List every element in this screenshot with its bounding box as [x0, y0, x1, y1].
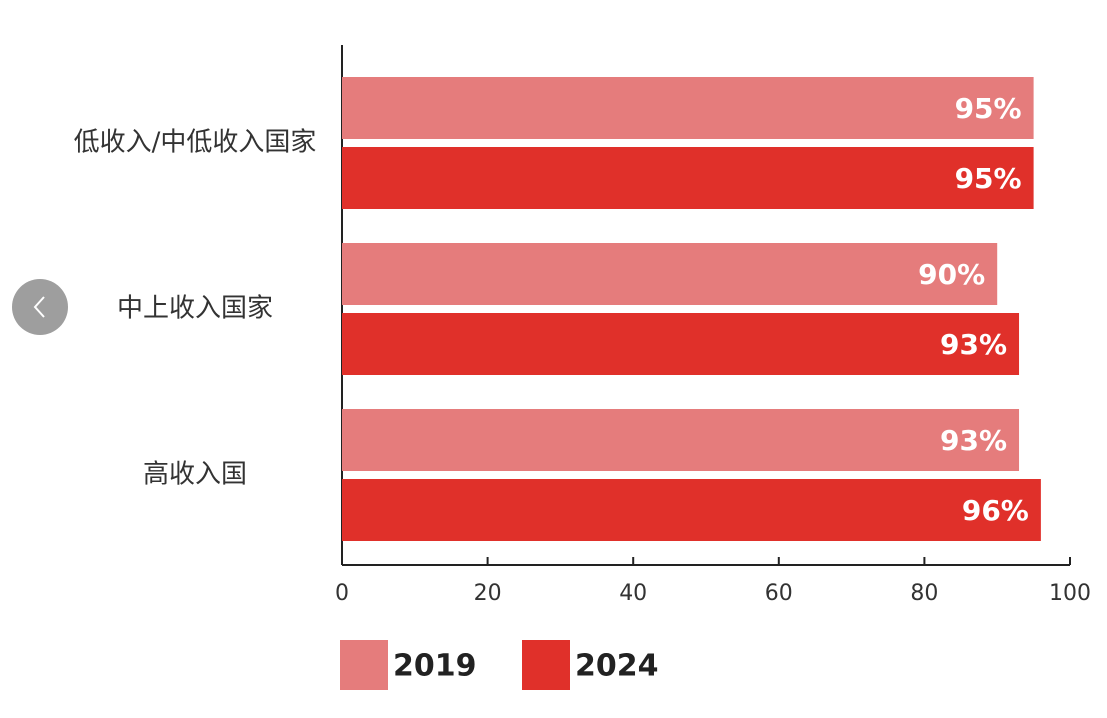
back-button[interactable] [12, 279, 68, 335]
value-label: 93% [940, 328, 1007, 361]
x-tick-label: 80 [910, 581, 938, 606]
y-tick-label: 高收入国 [143, 460, 247, 490]
value-label: 96% [962, 494, 1029, 527]
bar [342, 243, 998, 305]
legend-label: 2019 [393, 649, 477, 684]
legend-label: 2024 [575, 649, 659, 684]
y-tick-label: 中上收入国家 [117, 294, 273, 324]
x-tick-label: 40 [619, 581, 647, 606]
x-tick-label: 20 [474, 581, 502, 606]
value-label: 95% [955, 92, 1022, 125]
value-label: 93% [940, 424, 1007, 457]
value-label: 95% [955, 162, 1022, 195]
y-tick-label: 低收入/中低收入国家 [74, 128, 317, 158]
back-icon [33, 296, 45, 318]
bar [342, 479, 1041, 541]
bar [342, 313, 1020, 375]
x-tick-label: 60 [765, 581, 793, 606]
value-label: 90% [918, 258, 985, 291]
legend-swatch [522, 640, 570, 690]
bar [342, 147, 1034, 209]
legend-swatch [340, 640, 388, 690]
x-tick-label: 100 [1049, 581, 1091, 606]
x-tick-label: 0 [335, 581, 349, 606]
bar [342, 409, 1020, 471]
bar [342, 77, 1034, 139]
